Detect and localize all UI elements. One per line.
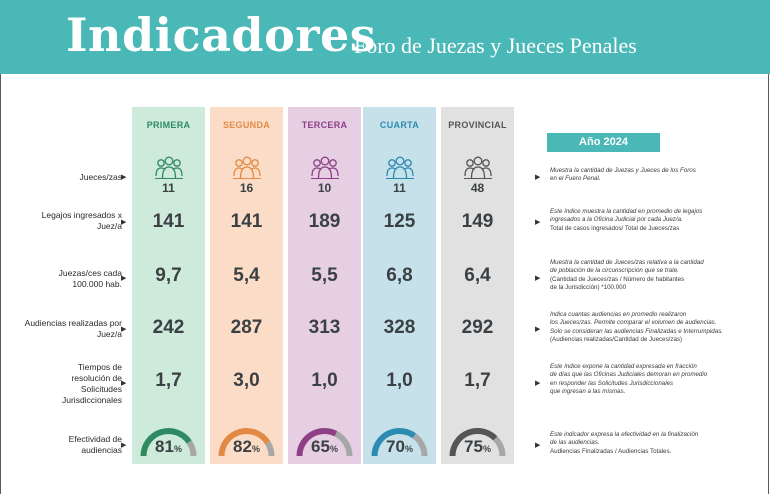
people-group-icon xyxy=(210,156,283,185)
people-group-icon xyxy=(288,156,361,185)
effectiveness-gauge xyxy=(296,428,353,457)
gauge-unit: % xyxy=(251,444,260,454)
value-cell: 189 xyxy=(308,211,341,232)
gauge-number: 81 xyxy=(155,437,174,456)
effectiveness-gauge xyxy=(371,428,428,457)
row-label-tiempos: Tiempos de resolución de Solicitudes Jur… xyxy=(62,362,122,405)
jueces-count: 16 xyxy=(239,181,254,195)
page-subtitle: Foro de Juezas y Jueces Penales xyxy=(354,33,637,58)
arrow-right-icon: ▶ xyxy=(121,275,127,282)
desc-juezas-100k: Muestra la cantidad de Jueces/zas relati… xyxy=(550,259,704,292)
value-cell: 9,7 xyxy=(155,265,182,286)
arrow-right-icon: ▶ xyxy=(535,442,541,449)
row-label-juezas-100k: Juezas/ces cada 100.000 hab. xyxy=(58,268,122,289)
row-label-audiencias: Audiencias realizadas por Juez/a xyxy=(24,318,122,339)
arrow-right-icon: ▶ xyxy=(535,326,541,333)
gauge-number: 65 xyxy=(311,437,330,456)
effectiveness-gauge xyxy=(449,428,506,457)
page-title: Indicadores xyxy=(66,8,377,62)
desc-legajos: Este índice muestra la cantidad en prome… xyxy=(550,208,703,232)
jueces-count: 48 xyxy=(470,181,485,195)
gauge-value: 82% xyxy=(210,437,283,457)
value-cell: 5,5 xyxy=(311,265,338,286)
gauge-value: 81% xyxy=(132,437,205,457)
column-header: CUARTA xyxy=(379,120,420,130)
left-border xyxy=(0,74,1,494)
people-group-icon xyxy=(363,156,436,185)
arrow-right-icon: ▶ xyxy=(535,174,541,181)
desc-efectividad: Este indicador expresa la efectividad en… xyxy=(550,431,699,455)
desc-audiencias: Indica cuantas audiencias en promedio re… xyxy=(550,311,724,344)
value-cell: 6,4 xyxy=(464,265,491,286)
arrow-right-icon: ▶ xyxy=(535,380,541,387)
arrow-right-icon: ▶ xyxy=(121,219,127,226)
jueces-count: 10 xyxy=(317,181,332,195)
arrow-right-icon: ▶ xyxy=(121,174,127,181)
value-cell: 242 xyxy=(152,317,185,338)
desc-jueces: Muestra la cantidad de Juezas y Jueces d… xyxy=(550,167,696,183)
row-label-legajos: Legajos ingresados x Juez/a xyxy=(41,210,122,231)
row-label-efectividad: Efectividad de audiencias xyxy=(68,434,122,455)
column-header: SEGUNDA xyxy=(222,120,271,130)
column-header: PRIMERA xyxy=(146,120,191,130)
gauge-number: 82 xyxy=(233,437,252,456)
column-header: TERCERA xyxy=(301,120,348,130)
gauge-value: 70% xyxy=(363,437,436,457)
value-cell: 141 xyxy=(230,211,263,232)
effectiveness-gauge xyxy=(140,428,197,457)
arrow-right-icon: ▶ xyxy=(535,275,541,282)
arrow-right-icon: ▶ xyxy=(535,219,541,226)
people-group-icon xyxy=(441,156,514,185)
arrow-right-icon: ▶ xyxy=(121,326,127,333)
value-cell: 6,8 xyxy=(386,265,413,286)
value-cell: 125 xyxy=(383,211,416,232)
value-cell: 1,0 xyxy=(311,370,338,391)
jueces-count: 11 xyxy=(393,181,406,195)
value-cell: 5,4 xyxy=(233,265,260,286)
jueces-count: 11 xyxy=(162,181,175,195)
arrow-right-icon: ▶ xyxy=(121,380,127,387)
gauge-unit: % xyxy=(404,444,413,454)
gauge-value: 65% xyxy=(288,437,361,457)
year-badge: Año 2024 xyxy=(547,133,660,152)
row-label-jueces: Jueces/zas xyxy=(79,172,122,182)
arrow-right-icon: ▶ xyxy=(121,442,127,449)
value-cell: 287 xyxy=(230,317,263,338)
value-cell: 1,7 xyxy=(464,370,491,391)
gauge-unit: % xyxy=(482,444,491,454)
value-cell: 1,0 xyxy=(386,370,413,391)
header-banner: Indicadores Foro de Juezas y Jueces Pena… xyxy=(0,0,770,74)
value-cell: 328 xyxy=(383,317,416,338)
value-cell: 1,7 xyxy=(155,370,182,391)
gauge-unit: % xyxy=(329,444,338,454)
value-cell: 149 xyxy=(461,211,494,232)
value-cell: 292 xyxy=(461,317,494,338)
gauge-unit: % xyxy=(173,444,182,454)
gauge-value: 75% xyxy=(441,437,514,457)
value-cell: 3,0 xyxy=(233,370,260,391)
column-header: PROVINCIAL xyxy=(448,120,507,130)
effectiveness-gauge xyxy=(218,428,275,457)
value-cell: 141 xyxy=(152,211,185,232)
value-cell: 313 xyxy=(308,317,341,338)
desc-tiempos: Este índice expone la cantidad expresada… xyxy=(550,363,708,396)
right-border xyxy=(768,74,769,494)
gauge-number: 75 xyxy=(464,437,483,456)
gauge-number: 70 xyxy=(386,437,405,456)
people-group-icon xyxy=(132,156,205,185)
